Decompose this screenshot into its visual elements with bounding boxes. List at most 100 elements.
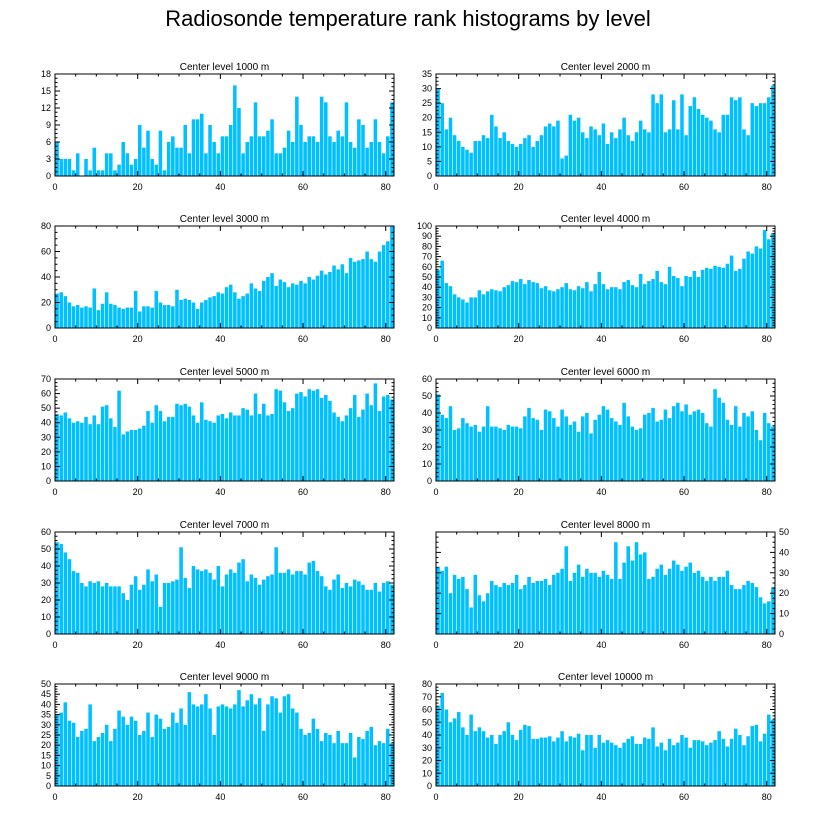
bar <box>539 737 544 786</box>
bar <box>307 277 312 328</box>
y-tick-label: 10 <box>41 761 51 771</box>
bar <box>290 708 295 786</box>
bar <box>55 413 59 481</box>
bar <box>171 416 175 481</box>
bar <box>696 570 701 634</box>
bar <box>440 103 444 176</box>
bar <box>659 742 664 786</box>
bar <box>150 581 154 634</box>
bar <box>315 728 320 786</box>
bar <box>618 578 622 634</box>
bar <box>709 120 713 176</box>
bar <box>456 428 461 481</box>
y-tick-label: 40 <box>422 282 432 292</box>
bar <box>386 728 390 786</box>
bar <box>510 583 515 634</box>
bar <box>381 396 386 481</box>
bar <box>581 576 585 634</box>
bar <box>754 246 759 328</box>
bar <box>348 257 353 329</box>
bar <box>257 136 262 176</box>
x-tick-label: 40 <box>215 334 225 344</box>
bar <box>253 102 258 176</box>
bar <box>295 571 299 634</box>
bar <box>324 586 328 634</box>
x-tick-label: 60 <box>298 334 308 344</box>
bar <box>204 299 208 328</box>
y-tick-label: 30 <box>422 84 432 94</box>
bar <box>204 569 208 634</box>
bar <box>469 607 473 634</box>
bar <box>154 714 159 786</box>
bar <box>381 743 386 786</box>
bar <box>456 141 461 176</box>
bar <box>340 136 345 176</box>
bar <box>473 141 478 176</box>
bar <box>171 306 175 328</box>
bar <box>448 722 453 786</box>
bar <box>700 114 705 176</box>
y-tick-label: 20 <box>41 740 51 750</box>
panel-title: Center level 3000 m <box>180 214 270 225</box>
bar <box>311 390 316 481</box>
bar <box>535 419 540 481</box>
bar <box>253 704 258 786</box>
bar <box>208 421 212 481</box>
y-tick-label: 60 <box>422 374 432 384</box>
bar <box>456 712 461 786</box>
bar <box>348 586 353 634</box>
bar <box>104 583 109 634</box>
panel-title: Center level 5000 m <box>180 367 270 378</box>
bar <box>717 266 721 328</box>
bar <box>609 418 614 481</box>
bar <box>572 572 577 634</box>
bar <box>767 97 771 176</box>
bar <box>386 241 390 328</box>
bar <box>762 230 767 328</box>
bar <box>67 720 72 786</box>
x-tick-label: 0 <box>52 487 57 497</box>
bar <box>667 568 672 634</box>
bar <box>717 731 721 786</box>
bar <box>344 415 349 481</box>
bar <box>67 418 72 481</box>
bar <box>290 283 295 329</box>
y-tick-label: 70 <box>41 374 51 384</box>
bar <box>245 142 249 176</box>
bar <box>233 85 237 176</box>
bar <box>597 414 602 481</box>
bar <box>129 716 134 786</box>
y-tick-label: 80 <box>41 221 51 231</box>
bar <box>348 732 353 786</box>
bar <box>352 579 357 634</box>
bar <box>303 283 307 329</box>
bar <box>738 735 742 786</box>
bar <box>187 153 192 176</box>
bar <box>117 586 121 634</box>
bar <box>286 411 291 481</box>
bar <box>771 587 775 634</box>
bar <box>498 428 502 481</box>
bar <box>535 738 540 786</box>
bar <box>369 589 374 634</box>
bar <box>208 572 212 634</box>
bar <box>564 155 568 176</box>
bar <box>485 406 490 481</box>
bar <box>448 286 453 328</box>
x-tick-label: 60 <box>679 487 689 497</box>
bar <box>692 97 697 176</box>
y-tick-label: 50 <box>422 272 432 282</box>
bar <box>109 741 113 786</box>
panel-title: Center level 8000 m <box>561 520 651 531</box>
bar <box>609 578 614 634</box>
bar <box>647 281 651 328</box>
bar <box>307 389 312 481</box>
bar <box>88 170 92 176</box>
bar <box>581 288 585 328</box>
bar <box>572 737 577 786</box>
x-tick-label: 20 <box>514 792 524 802</box>
bar <box>663 574 668 634</box>
bar <box>436 705 440 786</box>
x-tick-label: 60 <box>298 487 308 497</box>
